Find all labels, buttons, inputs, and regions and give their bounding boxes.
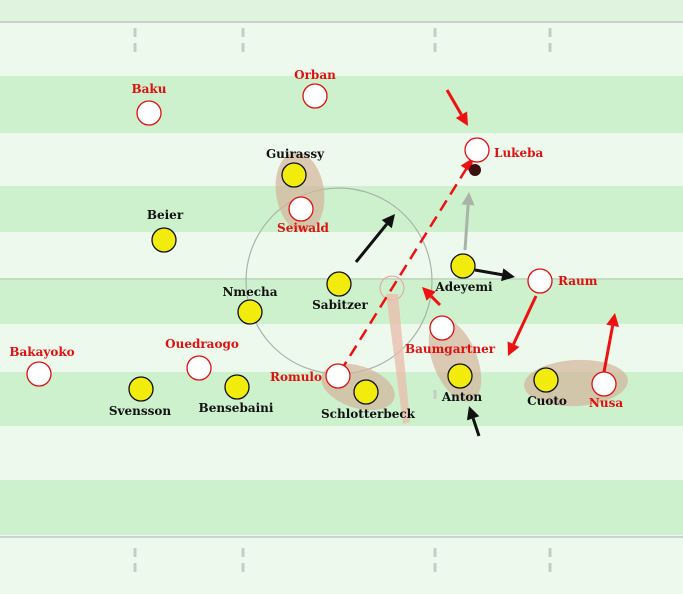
lukeba-press-arrow: [445, 89, 468, 126]
pitch-stripe: [0, 232, 683, 278]
home-player-guirassy: [281, 162, 307, 188]
adeyemi-run-option-arrow: [461, 192, 475, 251]
away-player-nusa: [591, 371, 617, 397]
raum-recovery-arrow: [507, 295, 538, 356]
home-player-label: Guirassy: [266, 147, 325, 161]
away-player-ouedraogo: [186, 355, 212, 381]
pitch-stripe: [0, 426, 683, 480]
home-player-cuoto: [533, 367, 559, 393]
home-player-nmecha: [237, 299, 263, 325]
home-player-label: Svensson: [109, 404, 172, 418]
home-player-label: Bensebaini: [199, 401, 274, 415]
home-player-anton: [447, 363, 473, 389]
home-player-label: Anton: [441, 390, 483, 404]
away-player-orban: [302, 83, 328, 109]
away-player-baumgartner: [429, 315, 455, 341]
pitch-stripe: [0, 133, 683, 186]
nusa-run-arrow: [602, 313, 620, 373]
away-player-baku: [136, 100, 162, 126]
away-player-bakayoko: [26, 361, 52, 387]
pitch-stripe: [0, 22, 683, 76]
pass-lane-shadow: [386, 294, 410, 424]
pitch-stripe: [0, 480, 683, 535]
away-player-raum: [527, 268, 553, 294]
adeyemi-run-arrow: [474, 268, 515, 282]
home-player-label: Nmecha: [222, 285, 277, 299]
home-player-bensebaini: [224, 374, 250, 400]
pitch-stripe: [0, 76, 683, 133]
ball: [469, 164, 481, 176]
anton-push-arrow: [466, 406, 481, 437]
home-player-schlotterbeck: [353, 379, 379, 405]
players: [26, 83, 617, 405]
away-player-label: Raum: [558, 274, 598, 288]
away-player-label: Orban: [294, 68, 336, 82]
home-player-label: Beier: [147, 208, 184, 222]
pitch-top-band: [0, 0, 683, 22]
away-player-label: Romulo: [270, 370, 322, 384]
pitch-stripe: [0, 186, 683, 232]
sabitzer-run-arrow: [354, 214, 395, 263]
home-player-label: Adeyemi: [434, 280, 493, 294]
home-player-label: Sabitzer: [312, 298, 368, 312]
baumgartner-press-arrow: [422, 287, 442, 307]
player-labels: Guirassy Beier Nmecha Sabitzer Adeyemi Svenss…: [9, 68, 623, 421]
away-player-label: Baumgartner: [405, 342, 496, 356]
away-player-label: Lukeba: [494, 146, 544, 160]
home-player-sabitzer: [326, 271, 352, 297]
movement-arrows: [338, 89, 620, 437]
away-player-label: Nusa: [589, 396, 623, 410]
home-player-label: Cuoto: [527, 394, 567, 408]
away-player-label: Bakayoko: [9, 345, 74, 359]
home-player-adeyemi: [450, 253, 476, 279]
away-player-romulo: [325, 363, 351, 389]
away-player-label: Ouedraogo: [165, 337, 239, 351]
away-player-label: Seiwald: [277, 221, 330, 235]
away-player-lukeba: [464, 137, 490, 163]
home-player-svensson: [128, 376, 154, 402]
home-player-label: Schlotterbeck: [321, 407, 416, 421]
away-player-label: Baku: [132, 82, 167, 96]
home-player-beier: [151, 227, 177, 253]
pitch-stripe: [0, 535, 683, 594]
away-player-seiwald: [288, 196, 314, 222]
